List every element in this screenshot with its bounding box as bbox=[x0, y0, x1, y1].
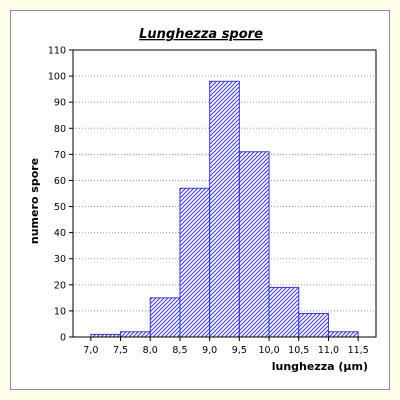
y-tick-label: 110 bbox=[48, 46, 66, 57]
y-tick-label: 100 bbox=[48, 72, 66, 83]
x-tick-label: 8,0 bbox=[143, 345, 158, 356]
x-tick-label: 7,0 bbox=[83, 345, 98, 356]
chart-title: Lunghezza spore bbox=[139, 27, 263, 42]
x-tick-label: 10,0 bbox=[258, 345, 279, 356]
x-tick-label: 7,5 bbox=[113, 345, 128, 356]
x-axis-ticks: 7,0 7,5 8,0 8,5 9,0 9,5 10,0 10,5 11,0 11,5 bbox=[83, 337, 369, 356]
y-tick-label: 20 bbox=[54, 280, 66, 291]
bar-10,0 bbox=[268, 286, 300, 338]
x-axis-label: lunghezza (µm) bbox=[272, 360, 368, 373]
y-tick-label: 80 bbox=[54, 124, 66, 135]
histogram-chart: Lunghezza spore 0 10 20 30 40 50 60 70 80 90 100 11… bbox=[28, 27, 377, 373]
bar-8,5 bbox=[179, 187, 211, 338]
y-tick-label: 70 bbox=[54, 150, 66, 161]
x-tick-label: 10,5 bbox=[288, 345, 309, 356]
y-tick-label: 30 bbox=[54, 254, 66, 265]
y-tick-label: 10 bbox=[54, 306, 66, 317]
y-tick-label: 40 bbox=[54, 228, 66, 239]
x-tick-label: 8,5 bbox=[172, 345, 187, 356]
bars bbox=[90, 80, 359, 338]
plot-frame bbox=[72, 49, 377, 338]
bar-11,0 bbox=[327, 331, 359, 338]
x-tick-label: 9,5 bbox=[232, 345, 247, 356]
y-axis-ticks: 0 10 20 30 40 50 60 70 80 90 100 110 bbox=[48, 46, 73, 344]
y-axis-label: numero spore bbox=[28, 158, 41, 244]
x-tick-label: 11,0 bbox=[318, 345, 339, 356]
bar-10,5 bbox=[298, 313, 329, 338]
bar-9,0 bbox=[209, 80, 240, 338]
x-tick-label: 9,0 bbox=[202, 345, 217, 356]
grid-lines bbox=[73, 75, 376, 312]
bar-7,5 bbox=[120, 331, 151, 338]
chart-panel: Lunghezza spore 0 10 20 30 40 50 60 70 80 90 100 11… bbox=[10, 10, 390, 390]
bar-9,5 bbox=[238, 151, 270, 338]
y-tick-label: 0 bbox=[60, 333, 66, 344]
y-tick-label: 90 bbox=[54, 98, 66, 109]
y-tick-label: 50 bbox=[54, 202, 66, 213]
bar-8,0 bbox=[149, 297, 181, 338]
x-tick-label: 11,5 bbox=[348, 345, 369, 356]
y-tick-label: 60 bbox=[54, 176, 66, 187]
